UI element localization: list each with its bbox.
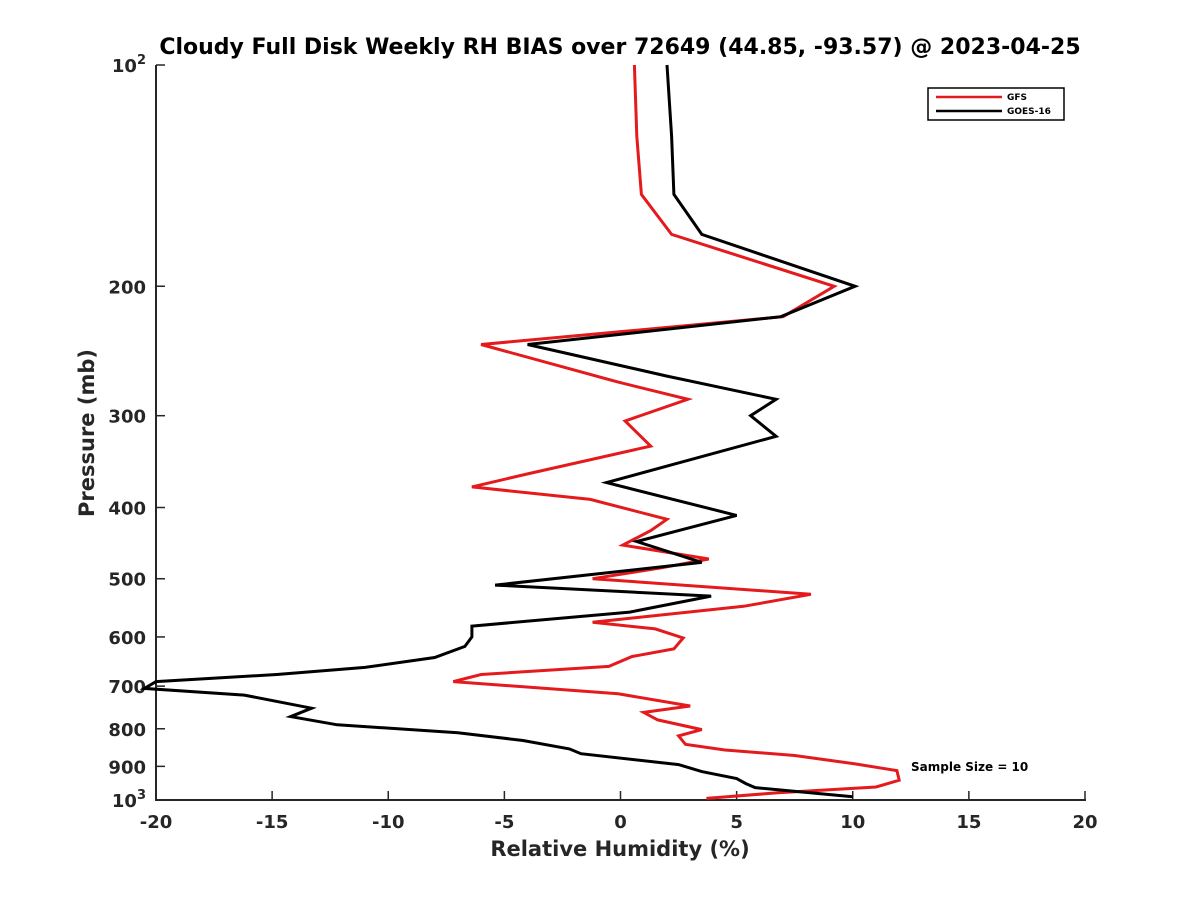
legend-label-gfs: GFS [1007,93,1027,103]
legend-box [927,87,1065,121]
y-tick-label: 800 [108,720,146,741]
chart-title: Cloudy Full Disk Weekly RH BIAS over 726… [159,35,1080,60]
y-tick-label: 400 [108,499,146,520]
y-tick-label: 900 [108,757,146,778]
y-tick-label: 300 [108,407,146,428]
series-line-gfs [452,64,901,800]
series-line-goes-16 [139,64,860,799]
x-axis-label: Relative Humidity (%) [490,837,749,861]
sample-size-annotation: Sample Size = 10 [911,760,1028,774]
x-tick-label: -5 [494,812,514,833]
y-tick-label: 102 [112,53,146,77]
x-tick-label: -15 [256,812,289,833]
x-tick-label: -10 [372,812,405,833]
x-tick-label: 10 [840,812,865,833]
y-tick-exponent: 2 [137,53,146,68]
legend-label-goes-16: GOES-16 [1007,107,1051,117]
x-tick-label: 5 [730,812,743,833]
x-ticks: -20 -15 -10 -5 0 5 10 15 20 [140,791,1098,833]
y-tick-base: 10 [112,56,137,77]
y-tick-label: 700 [108,677,146,698]
x-tick-label: 15 [956,812,981,833]
x-tick-label: 0 [614,812,627,833]
legend: GFS GOES-16 [927,87,1065,121]
y-tick-label: 500 [108,570,146,591]
y-tick-exponent: 3 [137,788,146,803]
x-tick-label: 20 [1072,812,1097,833]
y-tick-label: 600 [108,628,146,649]
series-layer [139,64,901,800]
y-tick-base: 10 [112,791,137,812]
y-tick-label: 103 [112,788,146,812]
x-tick-label: -20 [140,812,173,833]
y-tick-label: 200 [108,277,146,298]
y-axis-label: Pressure (mb) [75,349,99,517]
